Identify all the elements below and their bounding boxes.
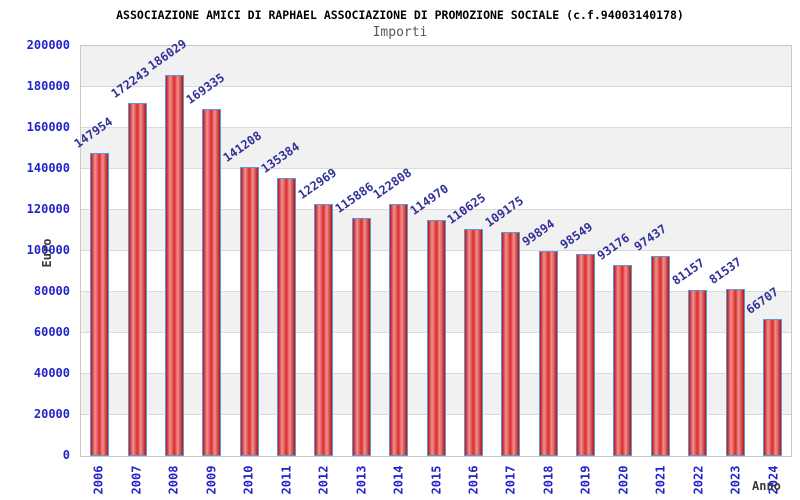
x-tick-cell-2007: 2007 (117, 459, 154, 500)
grid-band (81, 46, 791, 87)
bar-2006 (90, 152, 110, 456)
x-tick-label: 2010 (241, 465, 256, 495)
y-tick-label: 200000 (26, 38, 70, 52)
bar-value-label: 147954 (71, 114, 115, 151)
bar-slot-2014: 122808 (370, 46, 417, 456)
x-tick-label: 2017 (503, 465, 518, 495)
x-tick-label: 2007 (129, 465, 144, 495)
bar-2022 (688, 289, 708, 456)
x-tick-label: 2020 (616, 465, 631, 495)
chart-title: ASSOCIAZIONE AMICI DI RAPHAEL ASSOCIAZIO… (116, 8, 684, 22)
x-tick-cell-2023: 2023 (717, 459, 754, 500)
x-axis-title: Anno (752, 479, 781, 493)
x-tick-label: 2006 (91, 465, 106, 495)
x-tick-cell-2009: 2009 (192, 459, 229, 500)
x-tick-label: 2015 (428, 465, 443, 495)
bar-slot-2019: 98549 (557, 46, 604, 456)
y-tick-label: 40000 (33, 366, 70, 380)
bar-2013 (351, 218, 371, 456)
y-tick-label: 60000 (33, 325, 70, 339)
bar-slot-2017: 109175 (482, 46, 529, 456)
bar-2018 (538, 251, 558, 456)
y-axis-title: Euro (40, 238, 54, 268)
x-tick-label: 2019 (578, 465, 593, 495)
x-tick-label: 2013 (354, 465, 369, 495)
x-tick-cell-2018: 2018 (530, 459, 567, 500)
x-tick-label: 2009 (204, 465, 219, 495)
bar-slot-2011: 135384 (258, 46, 305, 456)
bar-slot-2006: 147954 (71, 46, 118, 456)
x-tick-cell-2016: 2016 (455, 459, 492, 500)
bar-slot-2018: 99894 (520, 46, 567, 456)
bar-2019 (576, 253, 596, 456)
bar-2020 (613, 265, 633, 456)
y-tick-label: 20000 (33, 407, 70, 421)
bar-2010 (239, 166, 259, 456)
bars-container: 147954 172243 186029 169335 141208 135384 1229… (71, 36, 791, 456)
bar-slot-2024: 66707 (744, 46, 791, 456)
bar-2024 (762, 319, 782, 456)
x-tick-cell-2015: 2015 (417, 459, 454, 500)
x-tick-cell-2010: 2010 (230, 459, 267, 500)
x-tick-cell-2013: 2013 (342, 459, 379, 500)
x-tick-label: 2018 (541, 465, 556, 495)
x-tick-label: 2011 (279, 465, 294, 495)
y-tick-label: 140000 (26, 161, 70, 175)
bar-2014 (389, 204, 409, 456)
x-tick-cell-2021: 2021 (642, 459, 679, 500)
bar-slot-2010: 141208 (221, 46, 268, 456)
x-tick-label: 2022 (691, 465, 706, 495)
x-tick-cell-2019: 2019 (567, 459, 604, 500)
bar-slot-2007: 172243 (109, 46, 155, 456)
bar-2016 (463, 229, 483, 456)
y-axis-ticks: 200000 180000 160000 140000 120000 100000 8000… (0, 38, 70, 462)
x-tick-label: 2023 (728, 465, 743, 495)
bar-slot-2020: 93176 (594, 46, 641, 456)
y-tick-label: 180000 (26, 79, 70, 93)
y-tick-label: 120000 (26, 202, 70, 216)
x-axis-ticks: 2006 2007 2008 2009 2010 2011 2012 2013 2014 2015… (80, 459, 792, 500)
bar-slot-2015: 114970 (408, 46, 454, 456)
bar-slot-2023: 81537 (707, 46, 753, 456)
x-tick-cell-2006: 2006 (80, 459, 117, 500)
x-tick-label: 2014 (391, 465, 406, 495)
x-tick-label: 2016 (466, 465, 481, 495)
x-tick-cell-2008: 2008 (155, 459, 192, 500)
plot-area: 147954 172243 186029 169335 141208 135384 1229… (71, 36, 792, 457)
grid-band (81, 87, 791, 128)
grid-band (81, 169, 791, 210)
bar-2008 (164, 74, 184, 456)
y-tick-label: 80000 (33, 284, 70, 298)
bar-slot-2008: 186029 (146, 36, 193, 456)
x-tick-cell-2011: 2011 (267, 459, 304, 500)
x-tick-label: 2021 (653, 465, 668, 495)
bar-2021 (650, 256, 670, 456)
bar-2023 (725, 288, 745, 456)
bar-slot-2022: 81157 (669, 46, 716, 456)
bar-2009 (202, 108, 222, 456)
bar-2011 (277, 178, 297, 456)
x-tick-label: 2012 (316, 465, 331, 495)
bar-slot-2009: 169335 (183, 46, 230, 456)
bar-2017 (501, 232, 521, 456)
x-tick-cell-2022: 2022 (680, 459, 717, 500)
bar-slot-2021: 97437 (632, 46, 679, 456)
x-tick-cell-2012: 2012 (305, 459, 342, 500)
x-tick-cell-2014: 2014 (380, 459, 417, 500)
bar-2012 (314, 203, 334, 456)
bar-2007 (127, 102, 147, 456)
y-tick-label: 160000 (26, 120, 70, 134)
x-tick-cell-2020: 2020 (605, 459, 642, 500)
y-tick-label: 0 (62, 448, 70, 462)
bar-slot-2016: 110625 (445, 46, 492, 456)
bar-2015 (426, 220, 446, 456)
bar-slot-2012: 122969 (295, 46, 342, 456)
grid-band (81, 128, 791, 169)
y-tick-label: 100000 (26, 243, 70, 257)
x-tick-label: 2008 (166, 465, 181, 495)
x-tick-cell-2017: 2017 (492, 459, 529, 500)
bar-slot-2013: 115886 (333, 46, 380, 456)
chart-subtitle: Importi (372, 25, 428, 40)
